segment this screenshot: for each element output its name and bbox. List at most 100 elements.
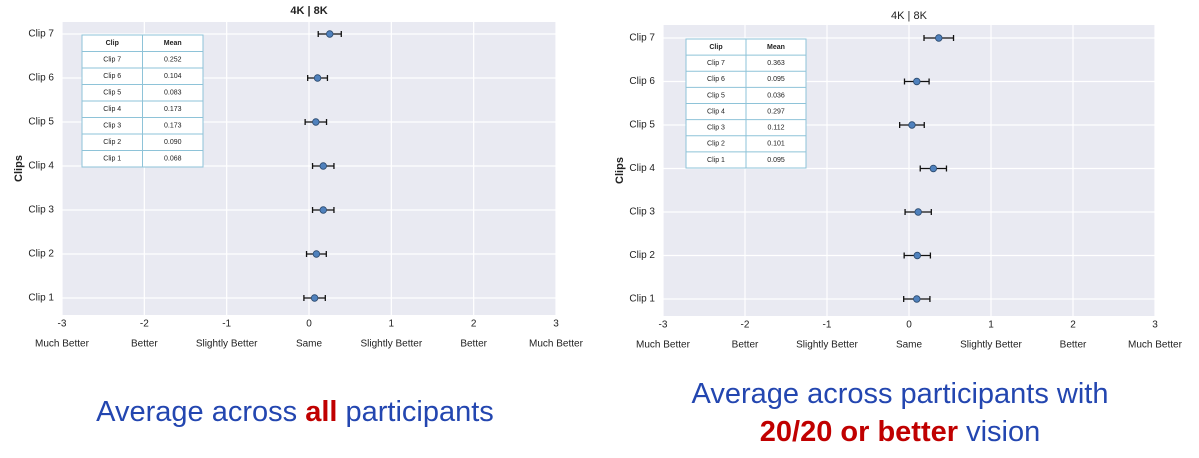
y-tick-label: Clip 1 [629,294,655,305]
table-cell: 0.252 [164,57,182,64]
x-tick-label: 0 [306,319,312,330]
table-cell: 0.068 [164,156,182,163]
table-cell: 0.297 [767,108,785,115]
caption-part: all [305,396,337,428]
x-tick-label: 3 [553,319,559,330]
point [312,250,321,258]
table-cell: 0.095 [767,76,785,83]
caption-part: 20/20 or better [760,416,958,448]
x-tick-label: 1 [988,320,994,331]
y-tick-label: Clip 6 [629,76,655,87]
caption: Average across all participants [96,396,494,428]
caption: 20/20 or better vision [760,416,1040,448]
chart-title: 4K | 8K [290,5,327,17]
y-tick-label: Clip 5 [28,117,54,128]
x-tick-label: 1 [389,319,395,330]
x-tick-description: Slightly Better [360,339,422,350]
y-tick-label: Clip 3 [28,205,54,216]
point [312,118,320,126]
table-cell: 0.090 [164,139,182,146]
point [913,295,921,303]
point [935,34,943,42]
x-tick-label: 0 [906,320,912,331]
y-axis-label: Clips [614,157,626,184]
table-header: Mean [767,44,785,51]
y-tick-label: Clip 6 [28,73,54,84]
x-tick-description: Much Better [35,339,90,350]
caption-part: Average across participants with [692,378,1109,410]
y-tick-label: Clip 5 [629,120,655,131]
table-cell: 0.363 [767,60,785,67]
table-cell: Clip 6 [707,76,725,83]
table-cell: Clip 5 [707,92,725,99]
y-tick-label: Clip 4 [629,163,655,174]
table-cell: Clip 5 [103,90,121,97]
y-tick-label: Clip 7 [629,33,655,44]
table-cell: Clip 1 [103,156,121,163]
table-cell: Clip 2 [103,139,121,146]
table-cell: Clip 6 [103,73,121,80]
table-cell: Clip 7 [103,57,121,64]
x-tick-label: -3 [659,320,668,331]
x-tick-description: Slightly Better [196,339,258,350]
table-cell: 0.101 [767,141,785,148]
x-tick-label: -3 [58,319,67,330]
point [913,77,921,86]
table-cell: Clip 4 [103,106,121,113]
table-cell: Clip 7 [707,60,725,67]
y-tick-label: Clip 2 [28,249,54,260]
chart-title: 4K | 8K [891,10,928,22]
x-tick-description: Slightly Better [796,340,858,351]
x-tick-description: Slightly Better [960,340,1022,351]
caption: Average across participants with [692,378,1109,410]
caption-part: Average across [96,396,305,428]
x-tick-label: 2 [1070,320,1076,331]
y-tick-label: Clip 3 [629,207,655,218]
table-cell: Clip 3 [707,125,725,132]
y-tick-label: Clip 7 [28,29,54,40]
x-tick-label: 2 [471,319,477,330]
table-cell: 0.036 [767,92,785,99]
table-cell: 0.104 [164,73,182,80]
point [310,294,319,302]
x-tick-label: -1 [222,319,231,330]
table-header: Clip [709,44,722,51]
point [929,164,938,173]
point [326,30,334,38]
caption-part: vision [958,416,1040,448]
table-cell: Clip 2 [707,141,725,148]
caption-part: participants [337,396,493,428]
x-tick-label: -2 [741,320,750,331]
table-cell: Clip 3 [103,123,121,130]
x-tick-description: Much Better [1128,340,1183,351]
x-tick-description: Same [296,339,323,350]
table-cell: 0.173 [164,106,182,113]
table-cell: Clip 1 [707,157,725,164]
x-tick-description: Better [1060,340,1087,351]
table-cell: Clip 4 [707,108,725,115]
x-tick-label: 3 [1152,320,1158,331]
table-cell: 0.095 [767,157,785,164]
point [908,121,916,129]
point [914,208,922,216]
x-tick-description: Much Better [636,340,691,351]
point [319,162,327,170]
point [319,206,327,214]
y-tick-label: Clip 2 [629,250,655,261]
point [913,251,921,260]
x-tick-description: Better [732,340,759,351]
x-tick-label: -1 [823,320,832,331]
table-cell: 0.083 [164,90,182,97]
y-tick-label: Clip 4 [28,161,54,172]
x-tick-label: -2 [140,319,149,330]
table-header: Clip [106,40,119,47]
point [313,74,322,82]
x-tick-description: Same [896,340,923,351]
x-tick-description: Much Better [529,339,584,350]
table-header: Mean [164,40,182,47]
y-axis-label: Clips [13,155,25,182]
table-cell: 0.112 [768,125,785,132]
x-tick-description: Better [131,339,158,350]
table-cell: 0.173 [164,123,182,130]
